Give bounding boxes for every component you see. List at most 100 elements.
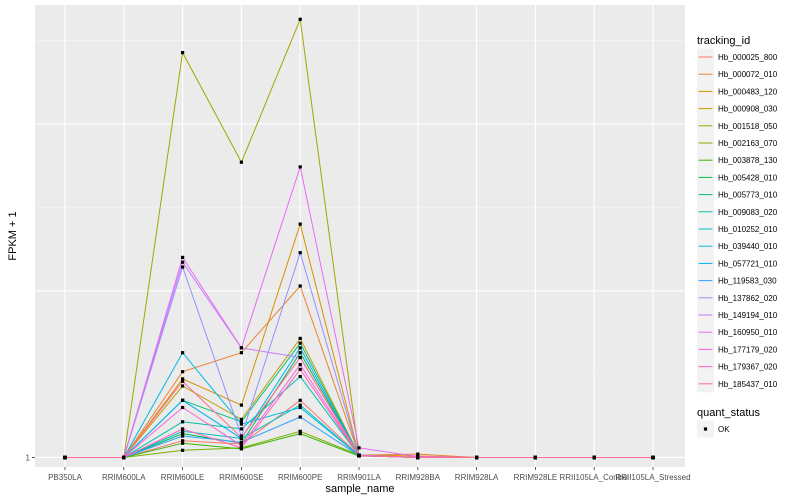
data-point-Hb_160950_010-RRIM901LA bbox=[357, 446, 361, 450]
data-point-Hb_005428_010-RRIM600PE bbox=[298, 351, 302, 355]
data-point-Hb_185437_010-RRII105LA_Stressed bbox=[651, 455, 655, 460]
legend-label-Hb_009083_020: Hb_009083_020 bbox=[718, 208, 778, 217]
data-point-Hb_185437_010-RRIM600SE bbox=[239, 435, 243, 440]
data-point-Hb_000072_010-RRIM600LE bbox=[181, 370, 185, 374]
x-tick-label-RRIM600PE: RRIM600PE bbox=[278, 473, 322, 482]
data-point-Hb_119583_030-RRIM600PE bbox=[298, 415, 302, 419]
data-point-Hb_000072_010-RRIM928BA bbox=[416, 452, 420, 456]
data-point-Hb_000908_030-RRIM600LE bbox=[181, 384, 185, 388]
data-point-Hb_185437_010-RRIM928LE bbox=[533, 455, 537, 460]
grid-minor bbox=[35, 40, 685, 375]
legend-label-Hb_010252_010: Hb_010252_010 bbox=[718, 225, 778, 234]
data-point-Hb_185437_010-RRIM600LE bbox=[181, 379, 185, 383]
legend-label-Hb_160950_010: Hb_160950_010 bbox=[718, 328, 778, 337]
data-point-Hb_003878_130-RRIM600PE bbox=[298, 432, 302, 436]
x-tick-label-RRII105LA_Control: RRII105LA_Control bbox=[560, 473, 630, 482]
legend-label-Hb_057721_010: Hb_057721_010 bbox=[718, 259, 778, 268]
data-point-Hb_119583_030-RRIM600SE bbox=[239, 440, 243, 444]
data-point-Hb_179367_020-RRIM600LE bbox=[181, 427, 185, 431]
x-tick-label-PB350LA: PB350LA bbox=[48, 473, 82, 482]
legend-label-Hb_000483_120: Hb_000483_120 bbox=[718, 87, 778, 96]
data-point-Hb_039440_010-RRIM600LE bbox=[181, 351, 185, 355]
data-point-Hb_001518_050-RRIM600SE bbox=[239, 160, 243, 164]
data-point-Hb_185437_010-RRIM928LA bbox=[475, 455, 479, 460]
legend-label-Hb_185437_010: Hb_185437_010 bbox=[718, 380, 778, 389]
shape-legend-label: OK bbox=[718, 425, 730, 434]
series-points bbox=[63, 17, 655, 460]
data-point-Hb_000483_120-RRIM600LE bbox=[181, 377, 185, 381]
legend-label-Hb_119583_030: Hb_119583_030 bbox=[718, 277, 777, 286]
legend-label-Hb_039440_010: Hb_039440_010 bbox=[718, 242, 778, 251]
legend-label-Hb_000072_010: Hb_000072_010 bbox=[718, 70, 778, 79]
legend-label-Hb_179367_020: Hb_179367_020 bbox=[718, 363, 778, 372]
legend-label-Hb_005428_010: Hb_005428_010 bbox=[718, 173, 778, 182]
data-point-Hb_137862_020-RRIM600LE bbox=[181, 265, 185, 269]
data-point-Hb_000072_010-RRIM600SE bbox=[239, 351, 243, 355]
data-point-Hb_000025_800-RRIM600LE bbox=[181, 439, 185, 443]
x-tick-label-RRIM928BA: RRIM928BA bbox=[396, 473, 441, 482]
data-point-Hb_039440_010-RRIM600PE bbox=[298, 405, 302, 410]
data-point-Hb_119583_030-RRIM600LE bbox=[181, 434, 185, 438]
data-point-Hb_000908_030-RRIM600SE bbox=[239, 417, 243, 421]
x-tick-label-RRII105LA_Stressed: RRII105LA_Stressed bbox=[615, 473, 690, 482]
shape-legend-key-square bbox=[703, 427, 708, 431]
data-point-Hb_003878_130-RRIM600LE bbox=[181, 441, 185, 445]
data-point-Hb_009083_020-RRIM600PE bbox=[298, 374, 302, 379]
data-point-Hb_005428_010-RRIM600LE bbox=[181, 432, 185, 436]
data-point-Hb_185437_010-RRIM600LA bbox=[122, 455, 126, 460]
data-point-Hb_000483_120-RRIM600SE bbox=[239, 403, 243, 407]
data-point-Hb_177179_020-RRIM600LE bbox=[181, 405, 185, 410]
x-tick-label-RRIM901LA: RRIM901LA bbox=[337, 473, 381, 482]
data-point-Hb_002163_070-RRIM600LE bbox=[181, 448, 185, 452]
legend-label-Hb_002163_070: Hb_002163_070 bbox=[718, 139, 778, 148]
data-point-Hb_039440_010-RRIM600SE bbox=[239, 422, 243, 426]
legend-label-Hb_000025_800: Hb_000025_800 bbox=[718, 53, 778, 62]
data-point-Hb_057721_010-RRIM600LE bbox=[181, 398, 185, 402]
data-point-Hb_179367_020-RRIM600SE bbox=[239, 446, 243, 450]
y-axis-title: FPKM + 1 bbox=[7, 211, 19, 260]
legend: tracking_id Hb_000025_800Hb_000072_010Hb… bbox=[697, 35, 778, 438]
data-point-Hb_177179_020-RRIM600PE bbox=[298, 363, 302, 367]
data-point-Hb_160950_010-RRIM600SE bbox=[239, 346, 243, 350]
data-point-Hb_000025_800-RRIM600PE bbox=[298, 398, 302, 402]
x-tick-label-RRIM928LE: RRIM928LE bbox=[514, 473, 558, 482]
data-point-Hb_000483_120-RRIM600PE bbox=[298, 222, 302, 226]
legend-items: Hb_000025_800 Hb_000072_010 Hb_000483_120 H… bbox=[697, 48, 778, 393]
legend-label-Hb_003878_130: Hb_003878_130 bbox=[718, 156, 778, 165]
data-point-Hb_185437_010-RRIM928BA bbox=[416, 455, 420, 460]
data-point-Hb_149194_010-RRIM600LE bbox=[181, 260, 185, 264]
data-point-Hb_185437_010-RRII105LA_Control bbox=[592, 455, 596, 460]
legend-label-Hb_005773_010: Hb_005773_010 bbox=[718, 191, 778, 200]
x-tick-label-RRIM600LE: RRIM600LE bbox=[161, 473, 205, 482]
x-tick-label-RRIM928LA: RRIM928LA bbox=[455, 473, 499, 482]
data-point-Hb_000072_010-RRIM600PE bbox=[298, 284, 302, 288]
data-point-Hb_177179_020-RRIM600SE bbox=[239, 444, 243, 448]
legend-label-Hb_149194_010: Hb_149194_010 bbox=[718, 311, 778, 320]
legend-label-Hb_001518_050: Hb_001518_050 bbox=[718, 122, 778, 131]
data-point-Hb_001518_050-RRIM600LE bbox=[181, 51, 185, 55]
x-axis-ticks: PB350LA RRIM600LA RRIM600LE RRIM600SE RRIM60… bbox=[48, 467, 691, 482]
shape-legend-items: OK bbox=[697, 420, 730, 438]
data-point-Hb_009083_020-RRIM600LE bbox=[181, 420, 185, 424]
y-axis-ticks: 1 bbox=[26, 453, 35, 462]
x-axis-title: sample_name bbox=[325, 483, 394, 495]
y-tick-label: 1 bbox=[26, 453, 31, 462]
data-point-Hb_005773_010-RRIM600SE bbox=[239, 420, 243, 424]
data-point-Hb_179367_020-RRIM600PE bbox=[298, 367, 302, 371]
x-tick-label-RRIM600SE: RRIM600SE bbox=[219, 473, 263, 482]
data-point-Hb_000908_030-RRIM600PE bbox=[298, 336, 302, 340]
data-point-Hb_137862_020-RRIM600PE bbox=[298, 251, 302, 255]
data-point-Hb_160950_010-RRIM600PE bbox=[298, 165, 302, 169]
data-point-Hb_160950_010-RRIM600LE bbox=[181, 255, 185, 259]
data-point-Hb_057721_010-RRIM600PE bbox=[298, 346, 302, 350]
data-point-Hb_010252_010-RRIM600LE bbox=[181, 429, 185, 433]
legend-label-Hb_177179_020: Hb_177179_020 bbox=[718, 345, 778, 354]
x-tick-label-RRIM600LA: RRIM600LA bbox=[102, 473, 146, 482]
data-point-Hb_185437_010-RRIM600PE bbox=[298, 355, 302, 360]
data-point-Hb_185437_010-PB350LA bbox=[63, 455, 67, 460]
grid-major bbox=[35, 5, 685, 467]
shape-legend-title: quant_status bbox=[697, 407, 760, 419]
legend-label-Hb_137862_020: Hb_137862_020 bbox=[718, 294, 778, 303]
data-point-Hb_009083_020-RRIM600SE bbox=[239, 427, 243, 431]
